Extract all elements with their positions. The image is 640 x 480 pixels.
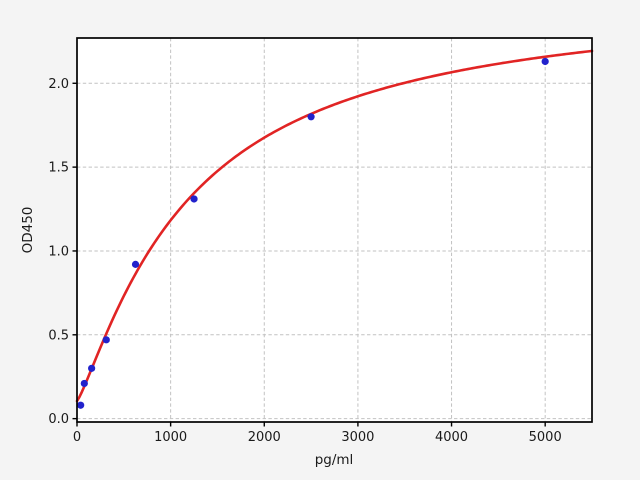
plot-background: [77, 38, 592, 422]
x-axis-label: pg/ml: [315, 452, 354, 468]
x-tick-label: 3000: [341, 430, 374, 445]
data-point: [131, 260, 140, 268]
y-tick-label: 0.5: [48, 328, 69, 343]
data-point: [80, 379, 88, 388]
x-tick-label: 0: [73, 430, 81, 445]
x-tick-label: 2000: [248, 430, 281, 445]
y-tick-label: 1.0: [48, 245, 69, 260]
data-point: [190, 195, 198, 203]
fit-curve: [75, 49, 594, 403]
data-point: [77, 401, 85, 409]
plot-area: 0 1000 2000 3000 4000 5000 0.0 0.5 1.0 1.5 2.0: [48, 37, 594, 445]
data-point: [102, 336, 110, 344]
data-point: [541, 57, 549, 66]
data-point: [88, 364, 96, 372]
y-tick-label: 0.0: [48, 412, 69, 427]
plot-border: [76, 37, 593, 423]
data-point: [307, 113, 315, 121]
x-tick-label: 1000: [154, 430, 187, 445]
x-tick-label: 5000: [529, 430, 562, 445]
x-tick-label: 4000: [435, 430, 468, 445]
y-tick-label: 2.0: [48, 77, 69, 92]
y-axis-label: OD450: [20, 207, 36, 254]
y-tick-label: 1.5: [48, 161, 69, 176]
